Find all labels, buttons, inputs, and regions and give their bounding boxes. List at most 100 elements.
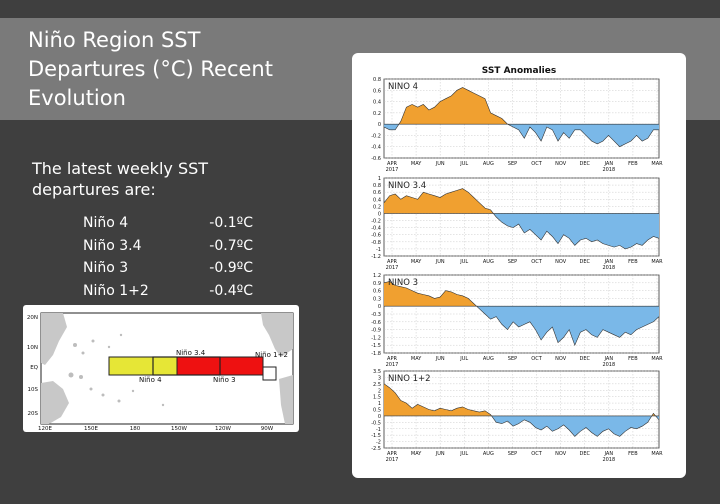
map-land-australia — [41, 381, 69, 424]
y-tick-label: -0.9 — [371, 328, 381, 334]
subtitle-line2: departures are: — [32, 180, 156, 199]
y-tick-label: 0.5 — [373, 408, 381, 414]
y-tick-label: 1.5 — [373, 395, 381, 401]
x-tick-label: JUL — [459, 161, 468, 167]
y-tick-label: 0.2 — [373, 111, 381, 117]
x-tick-label: JAN — [604, 161, 614, 167]
lat-label: EQ — [30, 365, 38, 371]
map-svg: Niño 3.4 Niño 1+2 Niño 4 Niño 3 20N 10N … — [27, 312, 294, 432]
x-tick-label: JUN — [435, 356, 445, 362]
x-tick-label: JAN — [604, 356, 614, 362]
y-tick-label: -2 — [376, 440, 381, 446]
x-tick-label: MAR — [651, 451, 663, 457]
label-nino3: Niño 3 — [213, 376, 236, 384]
x-tick-label: JUN — [435, 451, 445, 457]
x-year-label: 2018 — [602, 362, 615, 368]
x-tick-label: MAR — [651, 161, 663, 167]
y-tick-label: -0.4 — [371, 226, 381, 232]
slide-subtitle: The latest weekly SST departures are: — [32, 158, 272, 200]
x-tick-label: DEC — [579, 451, 590, 457]
region-value-nino34: -0.7ºC — [209, 237, 253, 254]
y-tick-label: -0.4 — [371, 145, 381, 151]
label-nino34: Niño 3.4 — [176, 349, 206, 357]
lon-label: 90W — [261, 426, 274, 432]
x-tick-label: OCT — [531, 259, 542, 265]
x-tick-label: OCT — [531, 356, 542, 362]
x-tick-label: APR — [387, 259, 397, 265]
y-tick-label: 0 — [378, 414, 381, 420]
y-tick-label: -1.2 — [371, 335, 381, 341]
y-tick-label: -0.6 — [371, 156, 381, 162]
lon-label: 180 — [130, 426, 141, 432]
x-tick-label: AUG — [483, 161, 494, 167]
slide-title-line1: Niño Region SST — [28, 28, 201, 52]
y-tick-label: 0 — [378, 122, 381, 128]
negative-anomaly-area — [384, 306, 659, 346]
y-tick-label: 0.8 — [373, 77, 381, 83]
y-tick-label: 0.4 — [373, 197, 381, 203]
y-tick-label: 3.5 — [373, 369, 381, 375]
subtitle-line1: The latest weekly SST — [32, 159, 209, 178]
slide-title: Niño Region SST Departures (°C) Recent E… — [28, 26, 328, 113]
x-tick-label: MAY — [411, 451, 422, 457]
lat-label: 20N — [27, 315, 38, 321]
y-tick-label: -0.6 — [371, 320, 381, 326]
sst-anomalies-chart: SST Anomalies 0.80.60.40.20-0.2-0.4-0.6A… — [371, 66, 663, 463]
nino4-region-box — [108, 356, 178, 376]
y-tick-label: -1 — [376, 427, 381, 433]
x-tick-label: OCT — [531, 161, 542, 167]
y-tick-label: 0.6 — [373, 289, 381, 295]
anomaly-series-line — [383, 188, 660, 250]
positive-anomaly-area — [384, 383, 656, 416]
y-tick-label: -2.5 — [371, 446, 381, 452]
y-tick-label: 0.6 — [373, 88, 381, 94]
x-tick-label: FEB — [628, 161, 638, 167]
x-year-label: 2017 — [386, 457, 399, 463]
x-tick-label: JUL — [459, 356, 468, 362]
y-tick-label: 0.2 — [373, 204, 381, 210]
x-year-label: 2017 — [386, 362, 399, 368]
x-tick-label: FEB — [628, 356, 638, 362]
panel-label: NINO 1+2 — [388, 374, 431, 384]
x-tick-label: MAY — [411, 356, 422, 362]
x-tick-label: JUN — [435, 161, 445, 167]
x-tick-label: MAY — [411, 259, 422, 265]
region-value-nino12: -0.4ºC — [209, 282, 253, 299]
y-tick-label: 0.3 — [373, 296, 381, 302]
y-tick-label: 1.2 — [373, 273, 381, 279]
x-tick-label: MAR — [651, 259, 663, 265]
region-name-nino34: Niño 3.4 — [83, 237, 142, 254]
y-tick-label: -0.8 — [371, 240, 381, 246]
lon-label: 120W — [215, 426, 231, 432]
x-tick-label: NOV — [555, 259, 567, 265]
x-tick-label: APR — [387, 356, 397, 362]
map-islands — [68, 333, 165, 407]
slide-title-line3: Evolution — [28, 86, 126, 110]
x-year-label: 2017 — [386, 265, 399, 271]
nino12-region-box — [262, 366, 277, 381]
x-year-label: 2018 — [602, 167, 615, 173]
y-tick-label: -0.5 — [371, 420, 381, 426]
lon-label: 120E — [38, 426, 52, 432]
y-tick-label: 0.9 — [373, 281, 381, 287]
x-year-label: 2017 — [386, 167, 399, 173]
y-tick-label: 1 — [378, 401, 381, 407]
y-tick-label: 0.6 — [373, 190, 381, 196]
x-tick-label: MAR — [651, 356, 663, 362]
label-nino4: Niño 4 — [139, 376, 162, 384]
x-tick-label: FEB — [628, 259, 638, 265]
lon-label: 150W — [171, 426, 187, 432]
y-tick-label: 0.8 — [373, 183, 381, 189]
y-tick-label: 3 — [378, 375, 381, 381]
x-year-label: 2018 — [602, 457, 615, 463]
x-tick-label: SEP — [508, 451, 517, 457]
y-tick-label: -1.5 — [371, 343, 381, 349]
x-tick-label: NOV — [555, 356, 567, 362]
panel-label: NINO 3 — [388, 278, 418, 288]
panel-label: NINO 3.4 — [388, 181, 426, 191]
y-tick-label: 0.4 — [373, 100, 381, 106]
y-tick-label: 0 — [378, 304, 381, 310]
y-tick-label: 2.5 — [373, 382, 381, 388]
y-tick-label: -1 — [376, 247, 381, 253]
x-tick-label: NOV — [555, 161, 567, 167]
